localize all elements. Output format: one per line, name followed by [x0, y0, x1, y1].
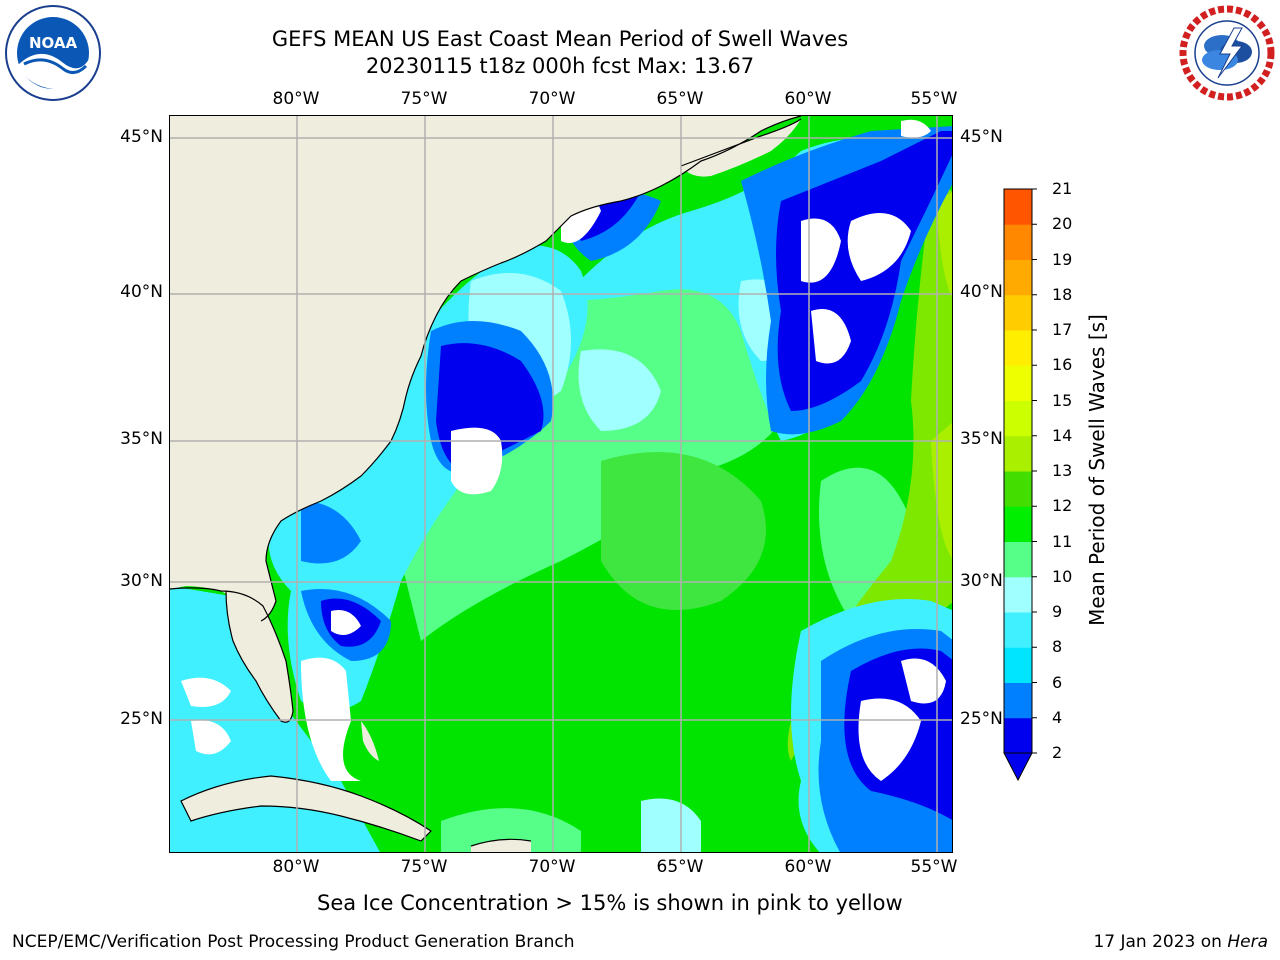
undefined-zone-d — [811, 309, 851, 364]
colorbar-segment — [1004, 717, 1032, 754]
colorbar-tick-label: 13 — [1052, 461, 1073, 480]
period-13-zone-ne — [936, 192, 952, 298]
colorbar-tick-label: 18 — [1052, 284, 1073, 304]
colorbar-segment — [1004, 541, 1032, 578]
chart-subtitle: 20230115 t18z 000h fcst Max: 13.67 — [365, 54, 755, 78]
colorbar-tick-label: 19 — [1052, 249, 1073, 269]
colorbar-segment — [1004, 189, 1032, 225]
colorbar — [1003, 188, 1037, 782]
lat-label-right: 25°N — [960, 709, 1003, 729]
undefined-zone-l — [191, 720, 231, 755]
swell-period-map — [170, 116, 952, 852]
coastline-nova-scotia — [680, 118, 802, 167]
colorbar-segment — [1004, 435, 1032, 472]
colorbar-tick-label: 20 — [1052, 214, 1073, 234]
colorbar-segment — [1004, 224, 1032, 260]
colorbar-tick-label: 9 — [1052, 602, 1063, 621]
colorbar-segment — [1004, 682, 1032, 719]
colorbar-tick-label: 10 — [1052, 566, 1073, 586]
lat-label-left: 45°N — [120, 127, 163, 147]
undefined-zone-f — [858, 698, 921, 781]
colorbar-segment — [1004, 365, 1032, 401]
coastline-east — [260, 116, 802, 622]
lon-label-top: 80°W — [272, 89, 320, 109]
colorbar-tick-label: 12 — [1052, 496, 1073, 516]
footer-branch: NCEP/EMC/Verification Post Processing Pr… — [12, 932, 575, 952]
land-bahamas — [361, 721, 379, 761]
footer-date-text: 17 Jan 2023 on — [1093, 932, 1228, 952]
land-cuba — [181, 776, 431, 841]
colorbar-tick-label: 14 — [1052, 425, 1073, 445]
colorbar-tick-label: 11 — [1052, 531, 1073, 551]
undefined-zone-i — [901, 119, 931, 138]
period-8-9-zone-b — [578, 349, 661, 431]
lon-label-bottom: 65°W — [656, 857, 704, 877]
colorbar-segment — [1004, 471, 1032, 507]
colorbar-tick-label: 4 — [1052, 707, 1063, 727]
coastline-florida — [170, 587, 294, 723]
noaa-logo-text: NOAA — [29, 34, 78, 52]
colorbar-tick-label: 17 — [1052, 320, 1073, 339]
lon-label-top: 55°W — [910, 89, 958, 109]
land-nova-scotia — [681, 119, 801, 177]
colorbar-segment — [1004, 400, 1032, 437]
colorbar-tick-label: 16 — [1052, 355, 1073, 375]
period-4-6-zone-d — [301, 501, 361, 564]
coastline-cuba — [180, 775, 432, 842]
lon-label-top: 60°W — [784, 89, 832, 109]
lon-label-bottom: 75°W — [400, 857, 448, 877]
colorbar-segment — [1004, 294, 1032, 331]
colorbar-tick-label: 6 — [1052, 672, 1063, 692]
lat-label-left: 35°N — [120, 429, 163, 449]
period-9-10-zone-south — [441, 808, 581, 852]
colorbar-segment — [1004, 330, 1032, 366]
lat-label-right: 45°N — [960, 127, 1003, 147]
lon-label-top: 65°W — [656, 89, 704, 109]
coastline-hispaniola — [470, 838, 532, 847]
noaa-logo: NOAA — [5, 5, 101, 101]
lat-label-right: 30°N — [960, 571, 1003, 591]
colorbar-under-triangle — [1003, 752, 1033, 782]
graticule — [170, 116, 952, 852]
lat-label-right: 35°N — [960, 429, 1003, 449]
land-florida — [226, 591, 293, 723]
colorbar-segment — [1004, 506, 1032, 542]
colorbar-tick-label: 2 — [1052, 743, 1063, 762]
nws-logo — [1179, 5, 1275, 101]
colorbar-tick-label: 15 — [1052, 390, 1073, 410]
period-10-11-zone — [601, 452, 766, 610]
colorbar-title: Mean Period of Swell Waves [s] — [1085, 314, 1109, 626]
lat-label-left: 25°N — [120, 709, 163, 729]
colorbar-tick-label: 8 — [1052, 637, 1063, 657]
colorbar-tick-label: 21 — [1052, 179, 1073, 198]
footer-date: 17 Jan 2023 on Hera — [1093, 932, 1268, 952]
colorbar-segment — [1004, 576, 1032, 613]
colorbar-segment — [1004, 259, 1032, 296]
lat-label-left: 40°N — [120, 282, 163, 302]
lon-label-bottom: 60°W — [784, 857, 832, 877]
lon-label-bottom: 80°W — [272, 857, 320, 877]
undefined-zone-h — [331, 610, 361, 635]
footer-host: Hera — [1227, 932, 1268, 952]
undefined-zone-a — [451, 427, 503, 495]
undefined-zone-j — [181, 677, 231, 707]
land-north-america — [170, 116, 801, 621]
undefined-zone-b — [801, 218, 841, 283]
undefined-zone-c — [847, 213, 911, 281]
lat-label-left: 30°N — [120, 571, 163, 591]
sea-ice-note: Sea Ice Concentration > 15% is shown in … — [317, 891, 903, 915]
undefined-zone-g — [901, 658, 946, 704]
colorbar-segment — [1004, 612, 1032, 648]
colorbar-segment — [1004, 647, 1032, 683]
lon-label-bottom: 70°W — [528, 857, 576, 877]
lat-label-right: 40°N — [960, 282, 1003, 302]
lon-label-top: 75°W — [400, 89, 448, 109]
lon-label-bottom: 55°W — [910, 857, 958, 877]
map-panel — [169, 115, 953, 853]
chart-title: GEFS MEAN US East Coast Mean Period of S… — [271, 27, 849, 51]
period-8-9-zone-south — [641, 798, 701, 852]
lon-label-top: 70°W — [528, 89, 576, 109]
